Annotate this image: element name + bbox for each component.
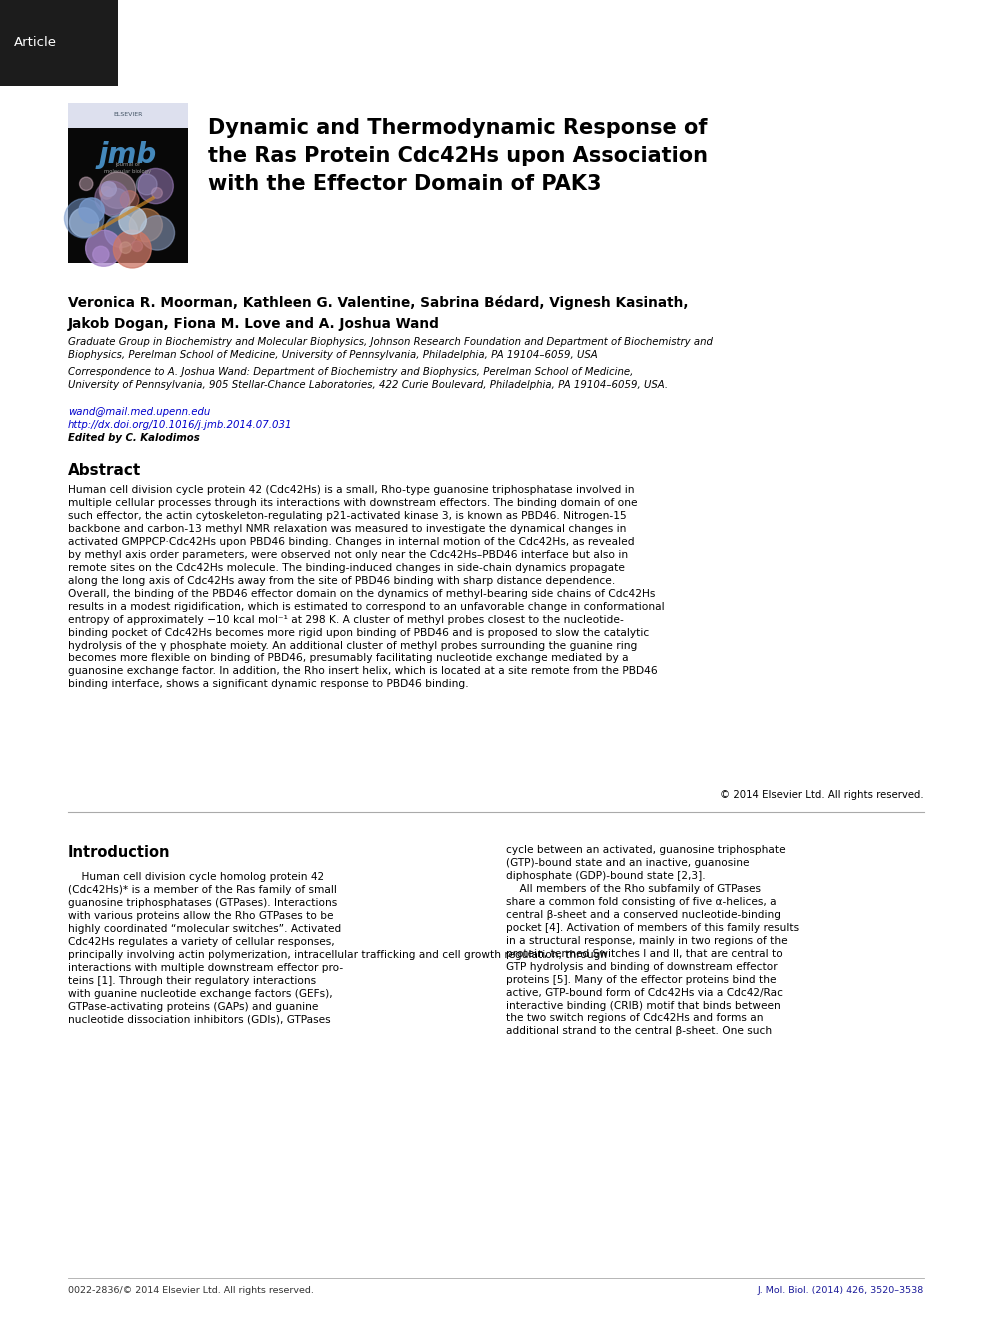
Text: with the Effector Domain of PAK3: with the Effector Domain of PAK3: [208, 175, 601, 194]
Text: Article: Article: [14, 37, 57, 49]
Circle shape: [95, 181, 129, 214]
Text: wand@mail.med.upenn.edu: wand@mail.med.upenn.edu: [68, 407, 210, 417]
Text: Correspondence to A. Joshua Wand: Department of Biochemistry and Biophysics, Per: Correspondence to A. Joshua Wand: Depart…: [68, 366, 669, 390]
FancyBboxPatch shape: [0, 0, 118, 86]
Text: the Ras Protein Cdc42Hs upon Association: the Ras Protein Cdc42Hs upon Association: [208, 146, 708, 165]
Text: http://dx.doi.org/10.1016/j.jmb.2014.07.031: http://dx.doi.org/10.1016/j.jmb.2014.07.…: [68, 419, 293, 430]
Circle shape: [120, 242, 131, 254]
Circle shape: [152, 188, 163, 198]
Text: 0022-2836/© 2014 Elsevier Ltd. All rights reserved.: 0022-2836/© 2014 Elsevier Ltd. All right…: [68, 1286, 313, 1295]
Circle shape: [136, 175, 157, 194]
Circle shape: [119, 206, 146, 234]
Text: journal of
molecular biology: journal of molecular biology: [104, 163, 152, 173]
Text: Human cell division cycle homolog protein 42
(Cdc42Hs)* is a member of the Ras f: Human cell division cycle homolog protei…: [68, 872, 607, 1024]
Text: Veronica R. Moorman, Kathleen G. Valentine, Sabrina Bédard, Vignesh Kasinath,
Ja: Veronica R. Moorman, Kathleen G. Valenti…: [68, 296, 688, 331]
Circle shape: [93, 246, 109, 262]
Circle shape: [100, 187, 113, 198]
Text: Human cell division cycle protein 42 (Cdc42Hs) is a small, Rho-type guanosine tr: Human cell division cycle protein 42 (Cd…: [68, 486, 665, 689]
Circle shape: [79, 177, 93, 191]
Text: cycle between an activated, guanosine triphosphate
(GTP)-bound state and an inac: cycle between an activated, guanosine tr…: [506, 845, 800, 1036]
Circle shape: [104, 214, 138, 247]
Circle shape: [113, 230, 151, 269]
Text: Graduate Group in Biochemistry and Molecular Biophysics, Johnson Research Founda: Graduate Group in Biochemistry and Molec…: [68, 337, 713, 360]
Circle shape: [129, 209, 163, 242]
Text: Abstract: Abstract: [68, 463, 141, 478]
Circle shape: [79, 198, 104, 224]
Circle shape: [69, 208, 99, 237]
Text: Introduction: Introduction: [68, 845, 171, 860]
Circle shape: [120, 191, 139, 209]
FancyBboxPatch shape: [68, 103, 188, 128]
Circle shape: [99, 172, 136, 209]
Text: Edited by C. Kalodimos: Edited by C. Kalodimos: [68, 433, 199, 443]
Text: ELSEVIER: ELSEVIER: [113, 112, 143, 118]
Circle shape: [64, 198, 104, 238]
Text: Dynamic and Thermodynamic Response of: Dynamic and Thermodynamic Response of: [208, 118, 707, 138]
Circle shape: [85, 230, 122, 266]
Text: © 2014 Elsevier Ltd. All rights reserved.: © 2014 Elsevier Ltd. All rights reserved…: [720, 790, 924, 800]
FancyBboxPatch shape: [68, 103, 188, 263]
Text: J. Mol. Biol. (2014) 426, 3520–3538: J. Mol. Biol. (2014) 426, 3520–3538: [758, 1286, 924, 1295]
Circle shape: [140, 216, 175, 250]
Circle shape: [101, 181, 116, 196]
Circle shape: [132, 241, 143, 251]
Circle shape: [138, 168, 174, 204]
Text: jmb: jmb: [99, 142, 157, 169]
Circle shape: [101, 188, 130, 217]
